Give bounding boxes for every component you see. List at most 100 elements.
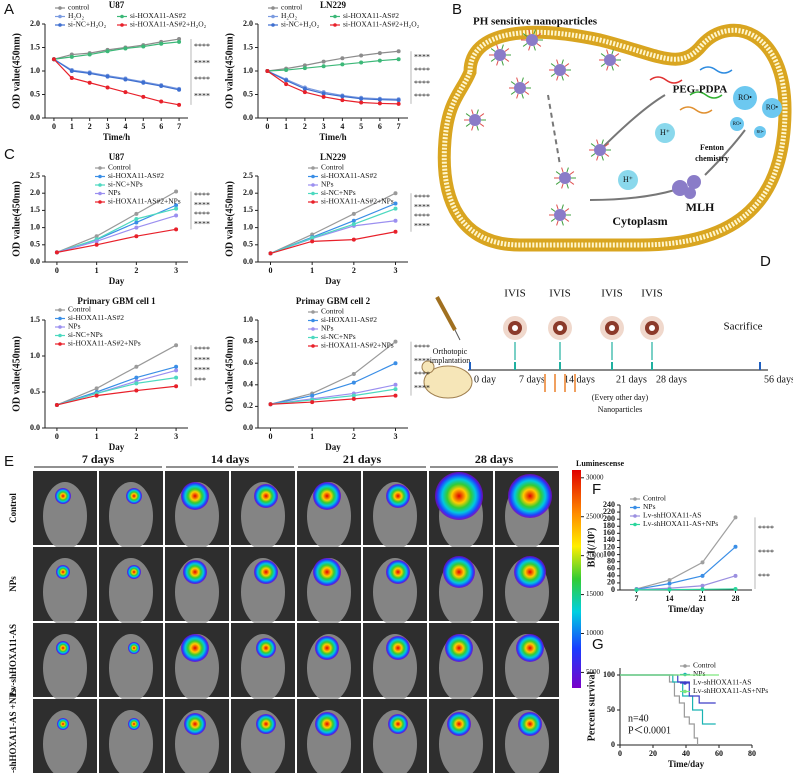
y-tick-label: 120 [603,542,615,551]
np-spike [521,77,524,83]
data-point [396,49,401,54]
panel-label: E [4,453,14,470]
data-point [351,222,356,227]
np-spike [524,91,530,95]
x-tick-label: 0 [52,122,56,131]
series-line [270,395,396,405]
data-point [134,364,139,369]
data-point [700,573,705,578]
luminescence [128,642,140,654]
luminescence [508,474,552,518]
np-spike [564,218,570,222]
data-point [634,587,639,592]
data-point [667,587,672,592]
np-spike [550,208,556,212]
x-tick-label: 2 [352,432,356,441]
panel-label: F [592,481,601,498]
data-point [94,239,99,244]
legend-marker [633,514,637,518]
luminescence [315,636,339,660]
panel-label: C [4,146,15,163]
np-spike [561,204,564,210]
np-spike [465,113,471,117]
data-point [177,87,182,92]
data-point [69,76,74,81]
arrow [589,189,676,201]
significance: **** [414,384,430,393]
y-tick-label: 2.0 [243,19,253,28]
y-tick-label: 0 [611,585,615,594]
np-spike [556,59,559,65]
series-line [270,231,396,254]
data-point [396,101,401,106]
legend-label: NPs [321,180,334,189]
treatment-label: Nanoparticles [598,405,642,414]
legend-label: si-NC+H₂O₂ [68,20,107,29]
np-spike [476,125,479,131]
radical-circle [730,117,744,131]
data-point [177,39,182,44]
legend-marker [58,325,62,329]
y-tick-label: 100 [603,670,615,679]
x-tick-label: 7 [397,122,401,131]
np-spike [504,48,510,52]
legend-label: si-NC+NPs [321,188,356,197]
np-spike [490,58,496,62]
y-tick-label: 100 [603,549,615,558]
data-point [94,242,99,247]
x-axis-label: Day [109,276,125,286]
y-tick-label: 0.5 [30,89,40,98]
series-line [270,388,396,405]
significance: **** [414,53,430,62]
row-label: Lv-shHOXA11-AS [8,624,18,696]
np-spike [611,65,614,71]
data-point [359,60,364,65]
legend-label: NPs [643,502,656,511]
significance: **** [194,59,210,68]
data-point [105,74,110,79]
luminescence [55,488,71,504]
y-tick-label: 1.0 [30,351,40,360]
data-point [393,229,398,234]
np-spike [471,109,474,115]
data-point [340,62,345,67]
y-tick-label: 1.5 [243,42,253,51]
legend-marker [311,174,315,179]
significance: **** [758,548,774,557]
legend-marker [333,23,337,27]
x-tick-label: 0 [269,266,273,275]
y-tick-label: 1.5 [30,315,40,324]
luminescence [445,634,473,662]
data-point [351,393,356,398]
data-point [733,515,738,520]
implant-label: implantation [430,356,470,365]
series-line [267,70,399,100]
x-tick-label: 0 [269,432,273,441]
x-tick-label: 3 [322,122,326,131]
series-line [620,674,716,725]
significance: **** [194,200,210,209]
series-line [56,377,177,406]
x-tick-label: 3 [106,122,110,131]
series-line [620,674,716,704]
significance: **** [194,191,210,200]
day-label: 7 days [519,374,545,385]
luminescence [57,718,69,730]
polymer-strand [649,76,683,84]
legend-marker [58,14,62,19]
data-point [302,66,307,71]
mlh-particle [684,187,696,199]
proton-label: H⁺ [660,128,670,137]
y-axis-label: OD value(450nm) [224,181,235,257]
y-tick-label: 0.5 [30,240,40,249]
legend-label: si-NC+NPs [321,332,356,341]
chart: 0 50 100 0 20 40 60 80 Time/day Percent survival C… [586,661,768,769]
legend-marker [120,23,124,27]
series-line [53,58,180,91]
data-point [393,387,398,392]
np-spike [550,73,556,77]
data-point [134,388,139,393]
data-point [351,211,356,216]
nanoparticle [559,172,571,184]
np-spike [522,33,528,37]
